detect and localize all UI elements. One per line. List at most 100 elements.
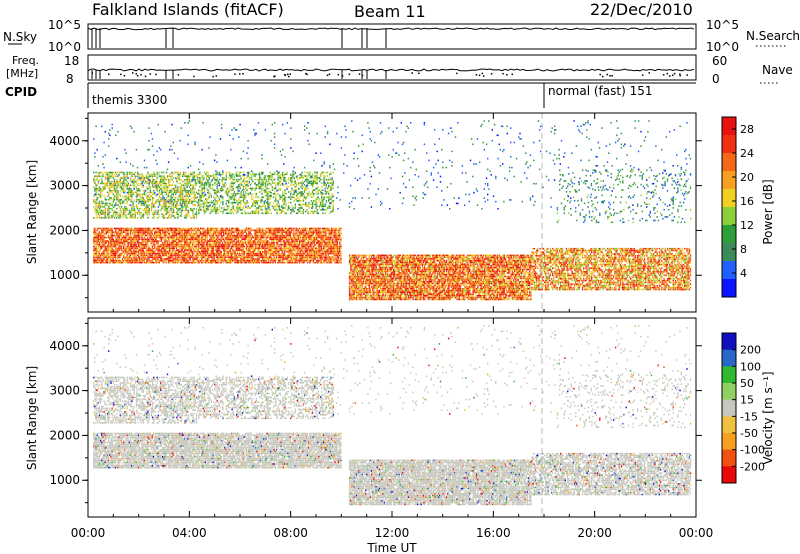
power-cell [239,235,240,237]
power-cell [114,181,115,183]
power-cell [188,177,189,179]
power-cell [185,235,186,237]
power-cell [319,207,320,209]
power-cell [167,177,168,179]
power-cell [237,172,238,174]
power-cell [161,199,162,201]
power-cell [210,239,211,241]
power-cell [234,195,235,197]
power-cell [333,182,334,184]
power-cell [230,231,231,233]
power-cell [171,244,172,246]
power-cell [251,256,252,258]
power-cell [182,174,183,176]
power-cell [194,230,195,232]
power-cell [176,262,177,264]
power-cell [124,246,125,248]
power-cell [94,242,95,244]
power-cell [210,182,211,184]
power-cell [148,246,149,248]
power-cell [213,177,214,179]
power-cell [290,202,291,204]
power-cell [97,244,98,246]
power-cell [319,200,320,202]
power-cell [288,179,289,181]
power-cell [161,184,162,186]
power-cell [307,204,308,206]
power-cell [201,249,202,251]
power-cell [170,203,171,205]
power-cell [295,182,296,184]
power-cell [177,208,178,210]
power-cell [185,240,186,242]
power-cell [120,228,121,230]
power-cell [120,195,121,197]
power-cell [214,182,215,184]
power-cell [115,249,116,251]
power-cell [157,237,158,239]
power-cell [185,258,186,260]
power-cell [317,205,318,207]
power-cell [143,175,144,177]
power-cell [190,262,191,264]
power-cell [273,182,274,184]
power-cell [177,190,178,192]
power-cell [103,230,104,232]
power-cell [221,258,222,260]
power-cell [230,251,231,253]
power-cell [171,235,172,237]
power-cell [219,191,220,193]
power-cell [117,248,118,250]
power-cell [99,212,100,214]
power-cell [171,255,172,257]
power-cell [157,253,158,255]
power-cell [165,199,166,201]
power-cell [304,197,305,199]
power-cell [231,181,232,183]
power-cell [173,181,174,183]
power-cell [203,249,204,251]
power-cell [93,186,94,188]
power-cell [273,202,274,204]
power-cell [178,228,179,230]
power-cell [160,260,161,262]
power-cell [162,179,163,181]
power-cell [232,231,233,233]
power-cell [102,175,103,177]
power-cell [161,249,162,251]
power-cell [99,175,100,177]
power-cell [197,240,198,242]
power-cell [188,175,189,177]
power-cell [304,195,305,197]
power-cell [208,248,209,250]
power-cell [218,244,219,246]
power-cell [180,248,181,250]
power-cell [221,233,222,235]
power-cell [151,239,152,241]
power-cell [222,184,223,186]
power-cell [296,186,297,188]
power-cell [158,184,159,186]
nsearch-label: N.Search [746,29,800,43]
power-cell [275,195,276,197]
power-cell [99,255,100,257]
power-cell [177,210,178,212]
power-cell [308,182,309,184]
power-cell [176,260,177,262]
power-cell [233,188,234,190]
power-cell [161,239,162,241]
power-cell [144,233,145,235]
power-cell [128,231,129,233]
power-cell [241,197,242,199]
power-cell [177,262,178,264]
power-cell [105,179,106,181]
power-cell [241,204,242,206]
power-cell [237,262,238,264]
power-cell [246,260,247,262]
power-cell [232,256,233,258]
power-cell [95,206,96,208]
power-cell [166,255,167,257]
power-cell [135,177,136,179]
power-cell [259,179,260,181]
power-cell [236,207,237,209]
